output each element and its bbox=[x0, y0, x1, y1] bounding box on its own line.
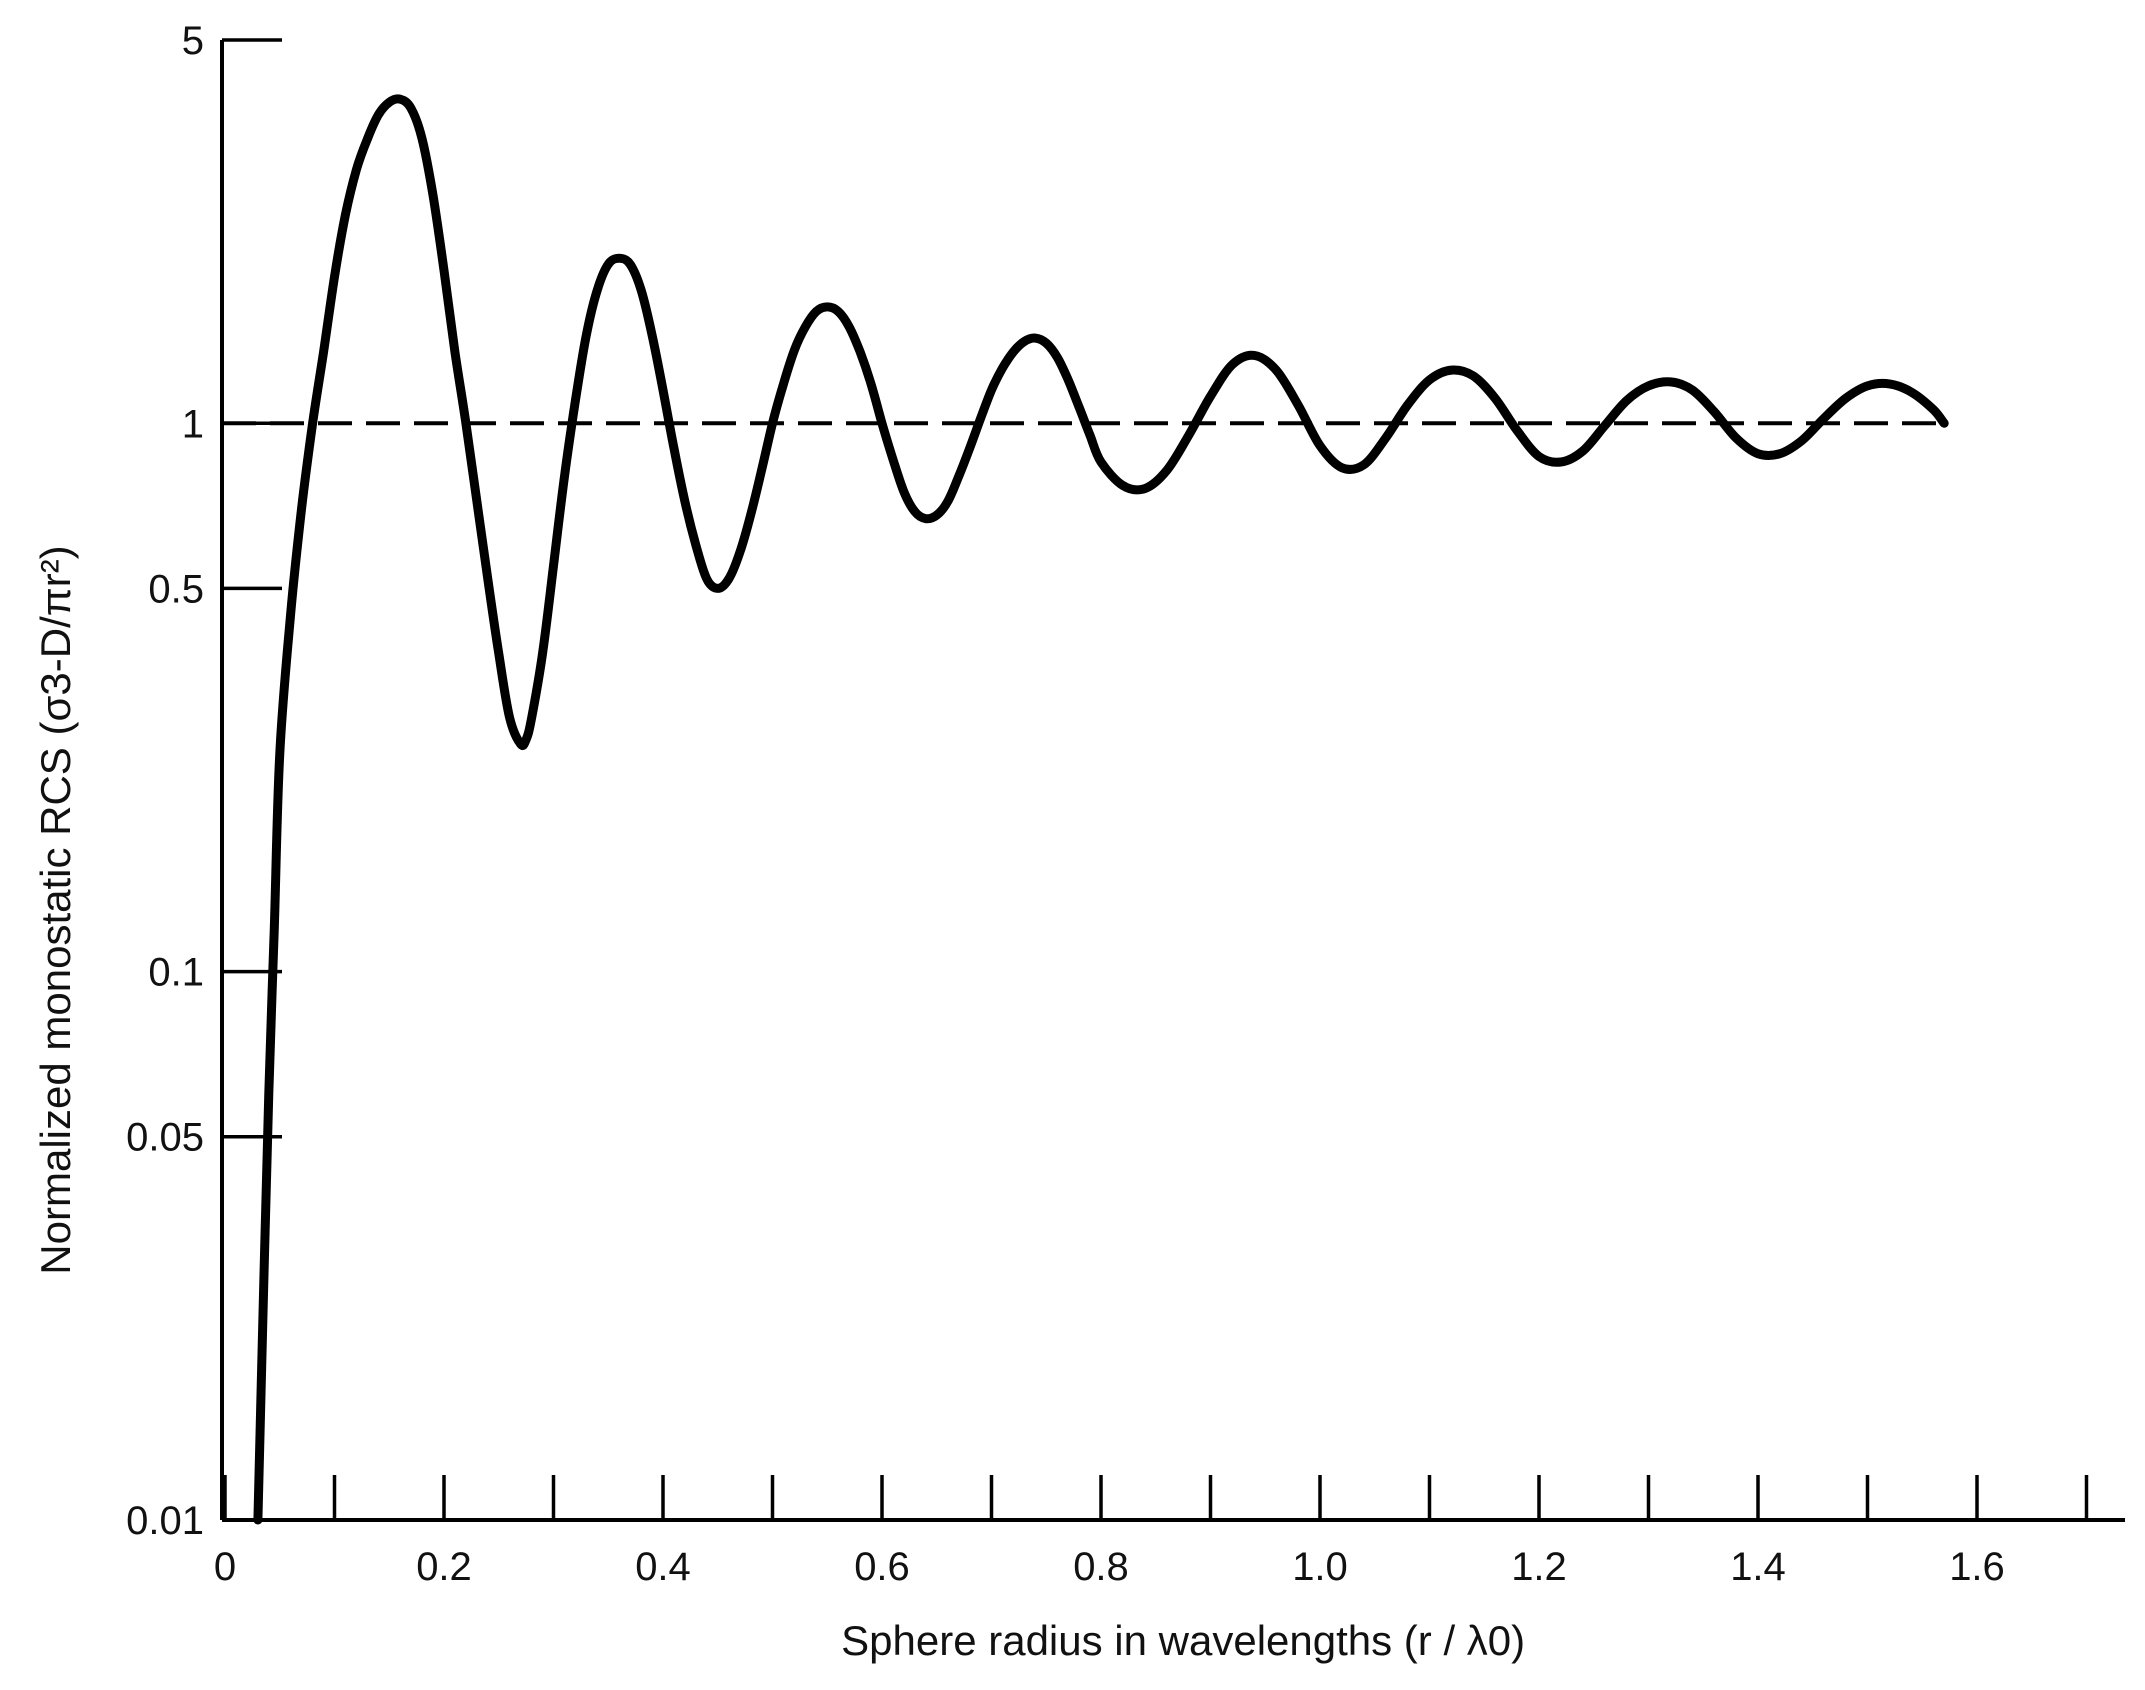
rcs-series-line-0 bbox=[253, 94, 1949, 1525]
x-tick-label: 0.8 bbox=[1073, 1545, 1129, 1589]
x-tick-label: 0.6 bbox=[854, 1545, 910, 1589]
x-axis-title: Sphere radius in wavelengths (r / λ0) bbox=[841, 1617, 1525, 1664]
axes bbox=[220, 40, 2125, 1522]
y-tick-label: 0.01 bbox=[126, 1499, 204, 1543]
y-tick-label: 0.5 bbox=[148, 567, 204, 611]
x-tick-label: 1.6 bbox=[1949, 1545, 2005, 1589]
x-tick-label: 1.2 bbox=[1511, 1545, 1567, 1589]
x-tick-label: 1.0 bbox=[1292, 1545, 1348, 1589]
y-axis-ticks bbox=[222, 38, 282, 1522]
x-tick-label: 0 bbox=[214, 1545, 236, 1589]
y-axis-title: Normalized monostatic RCS (σ3-D/πr²) bbox=[32, 545, 79, 1274]
series-layer bbox=[222, 94, 1949, 1525]
x-tick-label: 0.4 bbox=[635, 1545, 691, 1589]
y-tick-label: 5 bbox=[182, 19, 204, 63]
y-tick-label: 1 bbox=[182, 402, 204, 446]
x-axis-tick-labels: 0 0.2 0.4 0.6 0.8 1.0 1.2 1.4 1.6 bbox=[214, 1545, 2005, 1589]
x-axis-ticks bbox=[223, 1475, 2089, 1520]
y-tick-label: 0.1 bbox=[148, 951, 204, 995]
y-tick-label: 0.05 bbox=[126, 1116, 204, 1160]
y-axis-tick-labels: 5 1 0.5 0.1 0.05 0.01 bbox=[126, 19, 204, 1543]
x-tick-label: 1.4 bbox=[1730, 1545, 1786, 1589]
x-tick-label: 0.2 bbox=[416, 1545, 472, 1589]
